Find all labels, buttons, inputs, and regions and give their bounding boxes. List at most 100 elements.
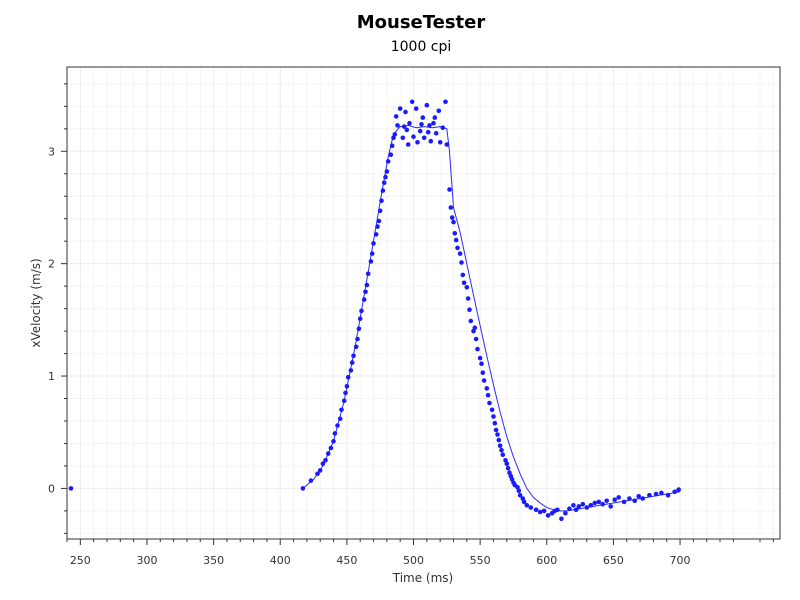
data-point xyxy=(612,497,617,503)
data-point xyxy=(363,289,368,295)
data-point xyxy=(636,494,641,499)
data-point xyxy=(600,501,605,507)
data-point xyxy=(355,336,360,342)
data-point xyxy=(447,187,452,192)
data-point xyxy=(640,496,645,501)
x-tick-label: 400 xyxy=(270,554,291,567)
data-point xyxy=(364,282,370,288)
data-point xyxy=(409,99,415,105)
data-point xyxy=(315,471,320,477)
data-point xyxy=(337,416,343,422)
data-point xyxy=(344,383,350,389)
data-point xyxy=(537,509,543,515)
data-point xyxy=(317,468,323,473)
data-point xyxy=(415,140,420,145)
data-point xyxy=(308,478,314,483)
data-point xyxy=(491,414,496,419)
data-point xyxy=(380,188,386,193)
data-point xyxy=(381,180,387,186)
data-point xyxy=(385,159,391,164)
data-point xyxy=(356,326,362,332)
data-point xyxy=(376,218,382,224)
data-point xyxy=(588,503,594,508)
data-point xyxy=(404,127,410,133)
data-point xyxy=(395,123,400,128)
data-point xyxy=(393,114,399,119)
data-point xyxy=(499,447,504,453)
data-point xyxy=(461,280,467,286)
data-point xyxy=(479,361,484,367)
x-tick-label: 450 xyxy=(336,554,357,567)
data-point xyxy=(339,407,344,413)
data-point xyxy=(596,499,602,505)
data-point xyxy=(377,208,383,214)
data-point xyxy=(411,134,416,139)
x-tick-label: 500 xyxy=(403,554,424,567)
chart-subtitle: 1000 cpi xyxy=(391,39,452,55)
data-point xyxy=(421,135,427,141)
data-point xyxy=(517,492,523,498)
data-point xyxy=(495,432,500,437)
data-point xyxy=(487,400,492,406)
data-point xyxy=(357,316,363,322)
data-point xyxy=(427,123,432,128)
data-point xyxy=(361,297,367,302)
data-point xyxy=(492,420,498,426)
data-point xyxy=(341,398,347,404)
y-tick-label: 1 xyxy=(48,370,55,383)
x-tick-label: 650 xyxy=(603,554,624,567)
data-point xyxy=(516,488,522,494)
data-point xyxy=(323,458,328,463)
data-point xyxy=(365,271,371,277)
data-point xyxy=(504,461,510,467)
data-point xyxy=(555,507,560,513)
data-point xyxy=(452,231,458,236)
x-tick-label: 250 xyxy=(70,554,91,567)
data-point xyxy=(383,174,388,180)
data-point xyxy=(368,259,374,264)
data-point xyxy=(436,108,442,114)
data-point xyxy=(401,124,407,129)
data-point xyxy=(672,489,677,495)
data-point xyxy=(467,307,472,313)
data-point xyxy=(573,507,579,513)
data-point xyxy=(465,296,471,301)
data-point xyxy=(616,495,621,500)
y-axis-label: xVelocity (m/s) xyxy=(29,258,43,347)
data-point xyxy=(407,120,412,126)
data-point xyxy=(300,486,306,491)
data-point xyxy=(533,507,539,513)
data-point xyxy=(541,508,547,514)
x-tick-label: 350 xyxy=(203,554,224,567)
data-point xyxy=(392,132,398,137)
data-point xyxy=(417,128,423,134)
data-point xyxy=(489,407,495,413)
data-point xyxy=(320,461,326,467)
data-point xyxy=(481,378,487,383)
data-point xyxy=(384,169,390,174)
x-tick-label: 700 xyxy=(670,554,691,567)
data-point xyxy=(353,344,359,350)
data-point xyxy=(335,423,340,428)
data-point xyxy=(424,102,430,108)
data-point xyxy=(496,437,502,443)
data-point xyxy=(505,465,511,471)
data-point xyxy=(405,142,411,147)
data-point xyxy=(432,115,438,120)
data-point xyxy=(428,138,434,144)
data-point xyxy=(621,499,627,505)
data-point xyxy=(375,224,380,229)
data-point xyxy=(325,451,331,456)
data-point xyxy=(459,260,464,265)
data-point xyxy=(451,219,456,225)
data-point xyxy=(497,443,503,449)
data-point xyxy=(480,370,486,376)
data-point xyxy=(332,431,338,436)
x-axis-label: Time (ms) xyxy=(392,571,454,585)
data-point xyxy=(389,143,395,148)
plot-area xyxy=(66,66,781,540)
data-point xyxy=(524,503,530,508)
data-point xyxy=(328,445,334,451)
x-tick-label: 300 xyxy=(136,554,157,567)
data-point xyxy=(484,386,490,391)
